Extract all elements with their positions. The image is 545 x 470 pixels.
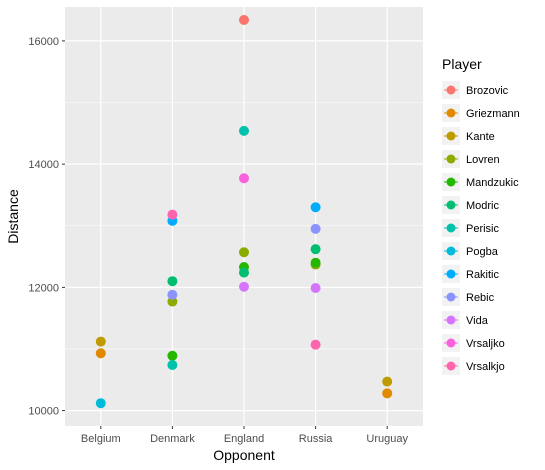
legend-key-point	[446, 223, 456, 233]
legend-key-point	[446, 200, 456, 210]
legend-key-point	[446, 154, 456, 164]
data-point	[239, 125, 249, 136]
legend-label: Lovren	[466, 154, 500, 166]
y-tick-label: 14000	[28, 159, 59, 171]
data-point	[239, 14, 249, 25]
data-point	[310, 339, 321, 350]
legend-key-point	[446, 177, 456, 187]
legend-label: Rakitic	[466, 269, 500, 281]
legend: Player Brozovic Griezmann Kante Lovren Mandz…	[442, 56, 520, 375]
legend-label: Pogba	[466, 246, 499, 258]
x-tick-label: Russia	[299, 433, 334, 445]
data-point	[382, 376, 393, 387]
legend-title: Player	[442, 56, 482, 72]
data-point	[167, 289, 178, 300]
legend-key-point	[446, 85, 456, 95]
legend-label: Griezmann	[466, 108, 520, 120]
x-tick-label: Denmark	[150, 433, 195, 445]
data-point	[239, 247, 249, 258]
legend-label: Vida	[466, 315, 489, 327]
data-point	[310, 244, 321, 255]
legend-label: Vrsaljko	[466, 338, 505, 350]
data-point	[239, 267, 249, 278]
data-point	[95, 336, 106, 347]
y-tick-label: 16000	[28, 36, 59, 48]
legend-key-point	[446, 108, 456, 118]
data-point	[310, 202, 321, 213]
x-tick-label: Belgium	[81, 433, 121, 445]
data-point	[239, 173, 249, 184]
legend-label: Mandzukic	[466, 177, 519, 189]
x-tick-label: Uruguay	[366, 433, 408, 445]
y-tick-label: 12000	[28, 282, 59, 294]
legend-key-point	[446, 315, 456, 325]
data-point	[310, 282, 321, 293]
legend-key-point	[446, 269, 456, 279]
data-point	[167, 359, 178, 370]
data-point	[95, 398, 106, 409]
data-point	[310, 257, 321, 268]
x-tick-label: England	[224, 433, 264, 445]
legend-key-point	[446, 361, 456, 371]
legend-key-point	[446, 338, 456, 348]
data-point	[167, 350, 178, 361]
legend-key-point	[446, 131, 456, 141]
data-point	[167, 276, 178, 287]
data-point	[239, 281, 249, 292]
legend-label: Rebic	[466, 292, 495, 304]
y-axis-title: Distance	[5, 189, 21, 244]
y-tick-label: 10000	[28, 406, 59, 418]
legend-key-point	[446, 246, 456, 256]
data-point	[167, 209, 178, 220]
data-point	[310, 223, 321, 234]
legend-key-point	[446, 292, 456, 302]
legend-label: Kante	[466, 131, 495, 143]
x-axis-title: Opponent	[213, 447, 275, 463]
x-axis-ticks: Belgium Denmark England Russia Uruguay	[81, 426, 408, 445]
legend-label: Vrsalkjo	[466, 361, 505, 373]
major-gridlines	[65, 7, 423, 426]
legend-label: Perisic	[466, 223, 500, 235]
legend-label: Brozovic	[466, 85, 509, 97]
y-axis-ticks: 10000 12000 14000 16000	[28, 36, 65, 418]
data-point	[382, 388, 393, 399]
data-points	[95, 14, 393, 409]
legend-label: Modric	[466, 200, 500, 212]
data-point	[95, 348, 106, 359]
